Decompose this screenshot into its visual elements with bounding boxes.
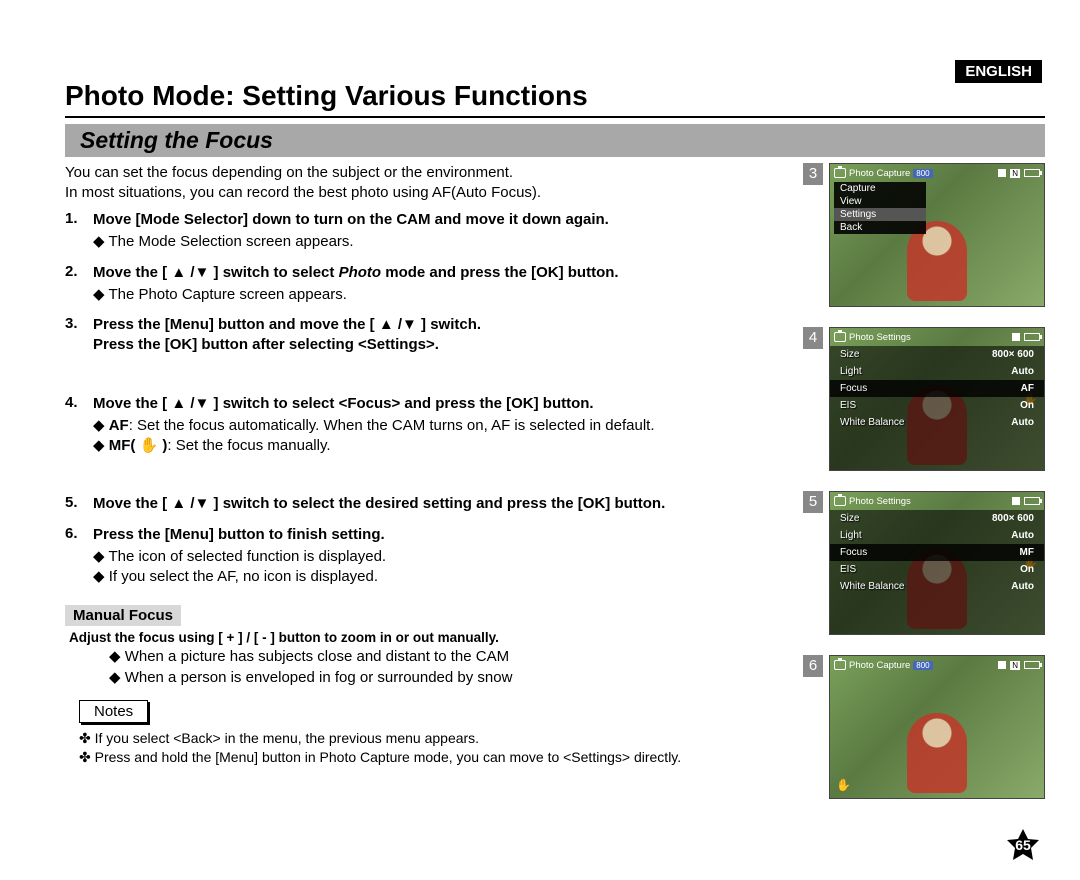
screenshot-5: 5 Photo Settings✋Size800× 600LightAutoFoc…	[803, 491, 1045, 635]
page-number-badge: 65	[1006, 828, 1040, 862]
manual-focus-instruction: Adjust the focus using [ + ] / [ - ] but…	[65, 630, 788, 645]
page-title: Photo Mode: Setting Various Functions	[65, 80, 1045, 118]
screenshot-number: 3	[803, 163, 823, 185]
screenshot-4: 4 Photo Settings✋Size800× 600LightAutoFoc…	[803, 327, 1045, 471]
steps-list: Move [Mode Selector] down to turn on the…	[65, 210, 788, 587]
step-1: Move [Mode Selector] down to turn on the…	[65, 210, 788, 253]
intro-line-2: In most situations, you can record the b…	[65, 184, 541, 201]
intro-line-1: You can set the focus depending on the s…	[65, 164, 513, 181]
note-item: Press and hold the [Menu] button in Phot…	[79, 748, 788, 767]
manual-focus-sub: When a picture has subjects close and di…	[109, 647, 788, 667]
intro-text: You can set the focus depending on the s…	[65, 163, 788, 202]
step-6: Press the [Menu] button to finish settin…	[65, 525, 788, 588]
notes-list: If you select <Back> in the menu, the pr…	[65, 729, 788, 767]
manual-focus-sub: When a person is enveloped in fog or sur…	[109, 668, 788, 688]
note-item: If you select <Back> in the menu, the pr…	[79, 729, 788, 748]
section-title: Setting the Focus	[65, 124, 1045, 157]
step-5: Move the [ ▲ /▼ ] switch to select the d…	[65, 494, 788, 514]
screenshot-6: 6 Photo Capture800N✋	[803, 655, 1045, 799]
screenshot-number: 4	[803, 327, 823, 349]
screenshot-number: 6	[803, 655, 823, 677]
screenshot-column: 3 Photo Capture800NCaptureViewSettingsBac…	[803, 163, 1045, 819]
notes-heading: Notes	[79, 700, 148, 723]
page-number: 65	[1015, 837, 1031, 853]
language-badge: ENGLISH	[955, 60, 1042, 83]
screenshot-image: Photo Capture800NCaptureViewSettingsBack	[829, 163, 1045, 307]
main-text-column: You can set the focus depending on the s…	[65, 163, 793, 819]
step-2: Move the [ ▲ /▼ ] switch to select Photo…	[65, 263, 788, 306]
screenshot-image: Photo Settings✋Size800× 600LightAutoFocu…	[829, 327, 1045, 471]
manual-focus-sublist: When a picture has subjects close and di…	[65, 647, 788, 688]
step-3: Press the [Menu] button and move the [ ▲…	[65, 315, 788, 384]
manual-focus-heading: Manual Focus	[65, 605, 181, 626]
screenshot-image: Photo Capture800N✋	[829, 655, 1045, 799]
screenshot-image: Photo Settings✋Size800× 600LightAutoFocu…	[829, 491, 1045, 635]
screenshot-3: 3 Photo Capture800NCaptureViewSettingsBac…	[803, 163, 1045, 307]
step-4: Move the [ ▲ /▼ ] switch to select <Focu…	[65, 394, 788, 485]
screenshot-number: 5	[803, 491, 823, 513]
